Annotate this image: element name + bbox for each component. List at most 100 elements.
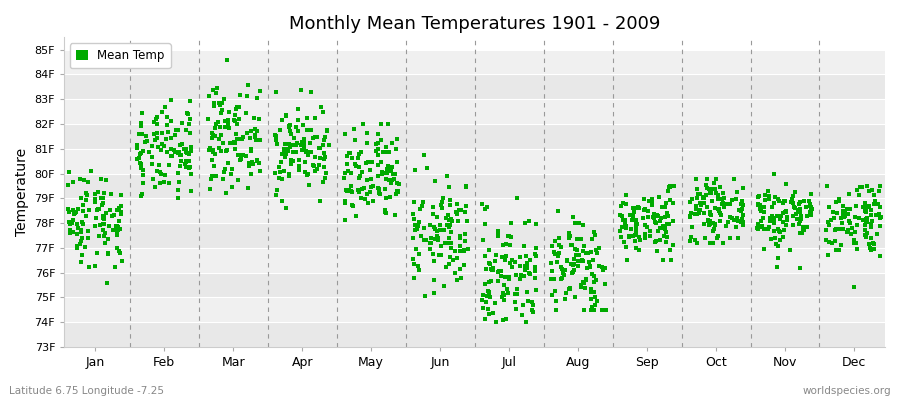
- Point: [495, 317, 509, 323]
- Point: [228, 111, 242, 118]
- Point: [318, 175, 332, 182]
- Point: [867, 191, 881, 198]
- Point: [529, 253, 544, 260]
- Point: [168, 132, 183, 138]
- Point: [164, 153, 178, 159]
- Point: [253, 88, 267, 94]
- Point: [848, 214, 862, 221]
- Point: [310, 134, 324, 140]
- Point: [510, 195, 525, 202]
- Point: [711, 196, 725, 203]
- Point: [235, 152, 249, 158]
- Point: [767, 170, 781, 177]
- Point: [220, 120, 235, 127]
- Point: [616, 200, 631, 206]
- Point: [706, 220, 720, 226]
- Point: [873, 203, 887, 210]
- Point: [615, 224, 629, 231]
- Point: [179, 146, 194, 152]
- Point: [300, 115, 314, 121]
- Point: [81, 228, 95, 234]
- Point: [767, 228, 781, 234]
- Point: [715, 200, 729, 207]
- Point: [735, 211, 750, 218]
- Point: [517, 273, 531, 279]
- Point: [764, 236, 778, 242]
- Point: [457, 238, 472, 244]
- Point: [793, 229, 807, 236]
- Point: [847, 236, 861, 243]
- Point: [716, 204, 731, 210]
- Point: [708, 221, 723, 227]
- Point: [768, 194, 782, 200]
- Point: [374, 121, 388, 127]
- Point: [793, 198, 807, 205]
- Point: [493, 268, 508, 274]
- Point: [283, 144, 297, 150]
- Point: [551, 208, 565, 214]
- Point: [698, 182, 713, 188]
- Point: [416, 199, 430, 206]
- Point: [301, 152, 315, 158]
- Point: [849, 202, 863, 209]
- Point: [500, 253, 514, 259]
- Point: [373, 190, 387, 197]
- Point: [346, 202, 360, 208]
- Point: [207, 102, 221, 109]
- Point: [379, 195, 393, 202]
- Point: [778, 221, 793, 228]
- Point: [298, 169, 312, 176]
- Point: [346, 203, 360, 210]
- Point: [734, 219, 749, 226]
- Point: [292, 166, 306, 173]
- Point: [570, 246, 584, 253]
- Point: [552, 250, 566, 256]
- Point: [183, 116, 197, 122]
- Point: [554, 276, 568, 282]
- Point: [489, 319, 503, 326]
- Point: [734, 208, 749, 214]
- Point: [850, 187, 864, 193]
- Point: [320, 128, 334, 134]
- Point: [770, 255, 785, 261]
- Point: [113, 211, 128, 217]
- Point: [571, 258, 585, 264]
- Point: [245, 159, 259, 165]
- Point: [71, 206, 86, 212]
- Point: [358, 196, 373, 202]
- Point: [430, 214, 445, 220]
- Point: [622, 234, 636, 240]
- Point: [356, 185, 371, 191]
- Point: [518, 263, 532, 269]
- Point: [269, 192, 284, 198]
- Point: [754, 222, 769, 229]
- Point: [100, 251, 114, 258]
- Point: [390, 159, 404, 166]
- Point: [850, 222, 864, 229]
- Point: [496, 242, 510, 248]
- Point: [164, 97, 178, 104]
- Point: [637, 207, 652, 214]
- Point: [417, 237, 431, 244]
- Point: [434, 202, 448, 208]
- Point: [860, 214, 874, 221]
- Point: [688, 210, 702, 217]
- Point: [302, 182, 316, 188]
- Point: [382, 165, 396, 171]
- Point: [527, 251, 542, 257]
- Point: [228, 140, 242, 146]
- Point: [276, 168, 291, 175]
- Point: [697, 200, 711, 206]
- Point: [552, 234, 566, 241]
- Point: [289, 149, 303, 156]
- Point: [165, 145, 179, 152]
- Point: [784, 199, 798, 205]
- Point: [568, 246, 582, 252]
- Point: [838, 208, 852, 215]
- Point: [68, 209, 83, 215]
- Point: [548, 297, 562, 304]
- Point: [351, 187, 365, 193]
- Point: [444, 216, 458, 222]
- Point: [709, 235, 724, 241]
- Point: [756, 245, 770, 252]
